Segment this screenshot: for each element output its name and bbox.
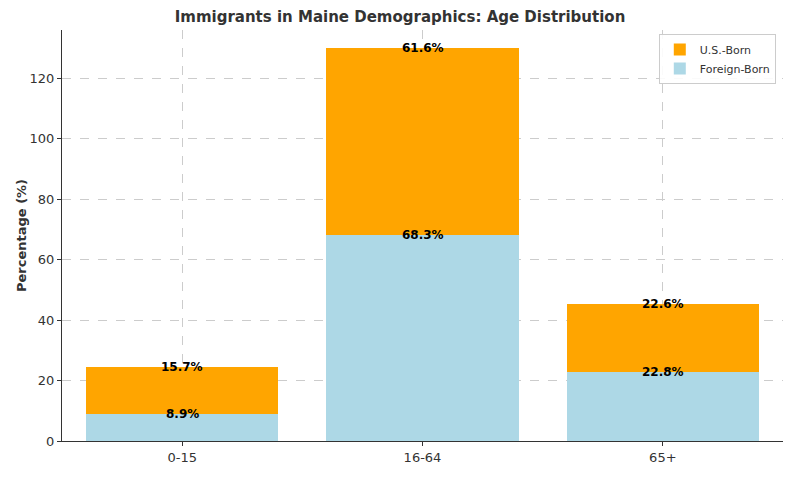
svg-text:80: 80	[38, 192, 55, 207]
svg-text:16-64: 16-64	[404, 450, 442, 465]
svg-text:22.8%: 22.8%	[642, 365, 684, 379]
svg-text:20: 20	[38, 373, 55, 388]
svg-text:60: 60	[38, 252, 55, 267]
svg-text:0: 0	[46, 434, 54, 449]
svg-text:100: 100	[30, 131, 55, 146]
svg-text:68.3%: 68.3%	[402, 228, 444, 242]
svg-text:61.6%: 61.6%	[402, 41, 444, 55]
svg-text:40: 40	[38, 313, 55, 328]
svg-text:65+: 65+	[649, 450, 676, 465]
svg-text:Immigrants in Maine Demographi: Immigrants in Maine Demographics: Age Di…	[175, 8, 626, 26]
svg-text:0-15: 0-15	[167, 450, 197, 465]
svg-text:U.S.-Born: U.S.-Born	[700, 44, 751, 57]
svg-text:22.6%: 22.6%	[642, 297, 684, 311]
svg-text:Foreign-Born: Foreign-Born	[700, 63, 770, 76]
svg-text:15.7%: 15.7%	[161, 360, 203, 374]
svg-text:120: 120	[30, 71, 55, 86]
svg-text:8.9%: 8.9%	[166, 407, 199, 421]
svg-text:Percentage (%): Percentage (%)	[14, 179, 29, 292]
